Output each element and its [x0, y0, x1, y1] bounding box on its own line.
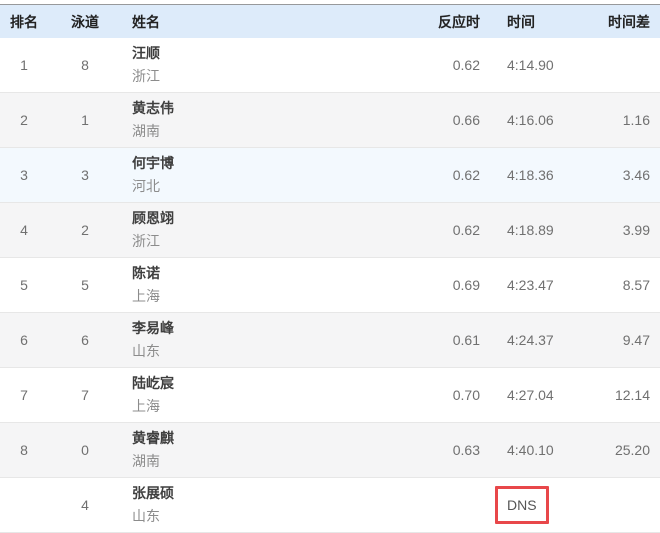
rank-cell: 5 — [0, 257, 48, 313]
header-reaction: 反应时 — [374, 5, 480, 38]
name-cell: 张展硕 山东 — [122, 477, 374, 533]
header-rank: 排名 — [0, 5, 48, 38]
name-cell: 黄志伟 湖南 — [122, 92, 374, 148]
name-cell: 汪顺 浙江 — [122, 38, 374, 93]
diff-cell — [590, 477, 660, 533]
diff-cell: 3.99 — [590, 202, 660, 258]
diff-cell: 8.57 — [590, 257, 660, 313]
rank-cell: 8 — [0, 422, 48, 478]
lane-cell: 1 — [48, 92, 122, 148]
table-row[interactable]: 4 2 顾恩翊 浙江 0.62 4:18.89 3.99 — [0, 202, 660, 258]
swimmer-name: 黄志伟 — [132, 100, 174, 116]
time-cell: 4:27.04 — [480, 367, 590, 423]
time-cell: 4:18.36 — [480, 147, 590, 203]
table-row-dns[interactable]: 4 张展硕 山东 DNS — [0, 477, 660, 533]
lane-cell: 8 — [48, 38, 122, 93]
header-row: 排名 泳道 姓名 反应时 时间 时间差 — [0, 5, 660, 38]
diff-cell: 12.14 — [590, 367, 660, 423]
reaction-cell: 0.61 — [374, 312, 480, 368]
reaction-cell: 0.69 — [374, 257, 480, 313]
time-cell: 4:18.89 — [480, 202, 590, 258]
header-diff: 时间差 — [590, 5, 660, 38]
reaction-cell: 0.62 — [374, 38, 480, 93]
name-cell: 李易峰 山东 — [122, 312, 374, 368]
reaction-cell: 0.62 — [374, 202, 480, 258]
swimmer-team: 湖南 — [132, 123, 160, 139]
dns-highlight-box: DNS — [495, 486, 549, 524]
dns-status-text: DNS — [507, 497, 537, 513]
time-cell: 4:40.10 — [480, 422, 590, 478]
reaction-cell: 0.66 — [374, 92, 480, 148]
swimmer-team: 河北 — [132, 178, 160, 194]
name-cell: 陈诺 上海 — [122, 257, 374, 313]
table-row[interactable]: 7 7 陆屹宸 上海 0.70 4:27.04 12.14 — [0, 367, 660, 423]
header-name: 姓名 — [122, 5, 374, 38]
swimmer-name: 陈诺 — [132, 265, 160, 281]
rank-cell: 4 — [0, 202, 48, 258]
rank-cell: 3 — [0, 147, 48, 203]
swimmer-team: 上海 — [132, 398, 160, 414]
diff-cell: 9.47 — [590, 312, 660, 368]
name-cell: 顾恩翊 浙江 — [122, 202, 374, 258]
swimmer-name: 张展硕 — [132, 485, 174, 501]
time-cell: DNS — [480, 477, 590, 533]
lane-cell: 2 — [48, 202, 122, 258]
swimmer-team: 湖南 — [132, 453, 160, 469]
reaction-cell: 0.63 — [374, 422, 480, 478]
name-cell: 何宇博 河北 — [122, 147, 374, 203]
table-body: 1 8 汪顺 浙江 0.62 4:14.90 2 1 黄志伟 湖南 0.66 4… — [0, 38, 660, 533]
name-cell: 陆屹宸 上海 — [122, 367, 374, 423]
table-row[interactable]: 1 8 汪顺 浙江 0.62 4:14.90 — [0, 38, 660, 93]
swimmer-team: 山东 — [132, 508, 160, 524]
swimmer-name: 李易峰 — [132, 320, 174, 336]
reaction-cell — [374, 477, 480, 533]
swimmer-team: 浙江 — [132, 68, 160, 84]
table-row-highlighted[interactable]: 3 3 何宇博 河北 0.62 4:18.36 3.46 — [0, 147, 660, 203]
swimmer-team: 浙江 — [132, 233, 160, 249]
swimmer-name: 顾恩翊 — [132, 210, 174, 226]
time-cell: 4:24.37 — [480, 312, 590, 368]
lane-cell: 4 — [48, 477, 122, 533]
table-row[interactable]: 5 5 陈诺 上海 0.69 4:23.47 8.57 — [0, 257, 660, 313]
lane-cell: 7 — [48, 367, 122, 423]
header-time: 时间 — [480, 5, 590, 38]
time-cell: 4:14.90 — [480, 38, 590, 93]
diff-cell: 25.20 — [590, 422, 660, 478]
table-row[interactable]: 8 0 黄睿麒 湖南 0.63 4:40.10 25.20 — [0, 422, 660, 478]
reaction-cell: 0.70 — [374, 367, 480, 423]
diff-cell — [590, 38, 660, 93]
results-table-container: 排名 泳道 姓名 反应时 时间 时间差 1 8 汪顺 浙江 0.62 4:14.… — [0, 4, 660, 533]
rank-cell: 1 — [0, 38, 48, 93]
swimmer-name: 陆屹宸 — [132, 375, 174, 391]
time-cell: 4:23.47 — [480, 257, 590, 313]
diff-cell: 3.46 — [590, 147, 660, 203]
results-table: 排名 泳道 姓名 反应时 时间 时间差 1 8 汪顺 浙江 0.62 4:14.… — [0, 5, 660, 533]
reaction-cell: 0.62 — [374, 147, 480, 203]
header-lane: 泳道 — [48, 5, 122, 38]
rank-cell: 6 — [0, 312, 48, 368]
table-header: 排名 泳道 姓名 反应时 时间 时间差 — [0, 5, 660, 38]
diff-cell: 1.16 — [590, 92, 660, 148]
rank-cell: 7 — [0, 367, 48, 423]
name-cell: 黄睿麒 湖南 — [122, 422, 374, 478]
lane-cell: 0 — [48, 422, 122, 478]
swimmer-team: 上海 — [132, 288, 160, 304]
swimmer-team: 山东 — [132, 343, 160, 359]
time-cell: 4:16.06 — [480, 92, 590, 148]
rank-cell — [0, 477, 48, 533]
table-row[interactable]: 2 1 黄志伟 湖南 0.66 4:16.06 1.16 — [0, 92, 660, 148]
rank-cell: 2 — [0, 92, 48, 148]
lane-cell: 6 — [48, 312, 122, 368]
swimmer-name: 黄睿麒 — [132, 430, 174, 446]
lane-cell: 5 — [48, 257, 122, 313]
table-row[interactable]: 6 6 李易峰 山东 0.61 4:24.37 9.47 — [0, 312, 660, 368]
swimmer-name: 何宇博 — [132, 155, 174, 171]
lane-cell: 3 — [48, 147, 122, 203]
swimmer-name: 汪顺 — [132, 45, 160, 61]
